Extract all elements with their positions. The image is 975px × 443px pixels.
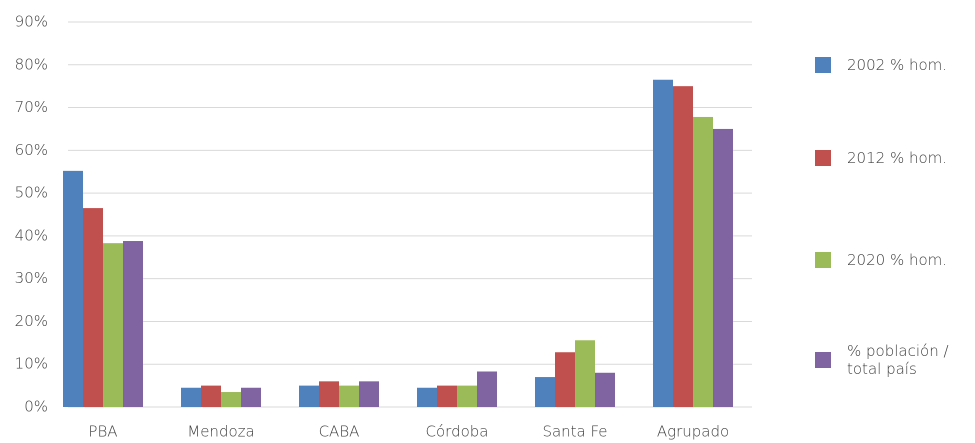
- bar: [673, 86, 693, 408]
- y-tick-label: 40%: [15, 226, 48, 244]
- bar: [713, 128, 733, 407]
- bar: [181, 387, 201, 407]
- bar: [555, 352, 575, 407]
- legend-item: 2020 % hom.: [815, 242, 947, 278]
- y-tick-label: 50%: [15, 184, 48, 202]
- bar: [83, 208, 103, 407]
- bar: [457, 385, 477, 407]
- legend-swatch: [815, 57, 831, 73]
- bar: [123, 241, 143, 407]
- bar: [437, 385, 457, 407]
- bar: [653, 79, 673, 407]
- x-tick-label: Santa Fe: [542, 423, 607, 441]
- x-tick-label: Mendoza: [187, 423, 254, 441]
- x-tick-label: CABA: [319, 423, 360, 441]
- legend: 2002 % hom. 2012 % hom. 2020 % hom. % pobla…: [815, 0, 975, 443]
- bar: [339, 385, 359, 407]
- bar: [417, 387, 437, 407]
- bar: [319, 381, 339, 407]
- bar: [477, 371, 497, 407]
- x-tick-label: Agrupado: [657, 423, 729, 441]
- bar: [241, 387, 261, 407]
- bar: [63, 170, 83, 407]
- bar: [693, 116, 713, 407]
- bar: [359, 381, 379, 407]
- legend-label: 2012 % hom.: [847, 149, 948, 167]
- x-tick-label: Córdoba: [426, 423, 489, 441]
- legend-item: 2002 % hom.: [815, 47, 947, 83]
- y-tick-label: 60%: [15, 141, 48, 159]
- y-tick-label: 80%: [15, 55, 48, 73]
- y-tick-label: 90%: [15, 13, 48, 31]
- y-tick-label: 70%: [15, 98, 48, 116]
- legend-label: 2020 % hom.: [847, 251, 948, 269]
- legend-swatch: [815, 150, 831, 166]
- y-tick-label: 30%: [15, 269, 48, 287]
- bar: [299, 385, 319, 407]
- legend-item: % población / total país: [815, 342, 962, 378]
- bar: [535, 377, 555, 407]
- bar: [595, 372, 615, 407]
- legend-swatch: [815, 252, 831, 268]
- y-tick-label: 20%: [15, 312, 48, 330]
- bar: [103, 243, 123, 407]
- legend-label: 2002 % hom.: [847, 56, 948, 74]
- x-tick-label: PBA: [88, 423, 117, 441]
- legend-swatch: [815, 352, 831, 368]
- y-tick-label: 0%: [24, 398, 48, 416]
- bar: [221, 392, 241, 407]
- bar: [201, 385, 221, 407]
- legend-item: 2012 % hom.: [815, 140, 947, 176]
- y-tick-label: 10%: [15, 355, 48, 373]
- bar: [575, 340, 595, 407]
- legend-label: % población / total país: [847, 342, 949, 378]
